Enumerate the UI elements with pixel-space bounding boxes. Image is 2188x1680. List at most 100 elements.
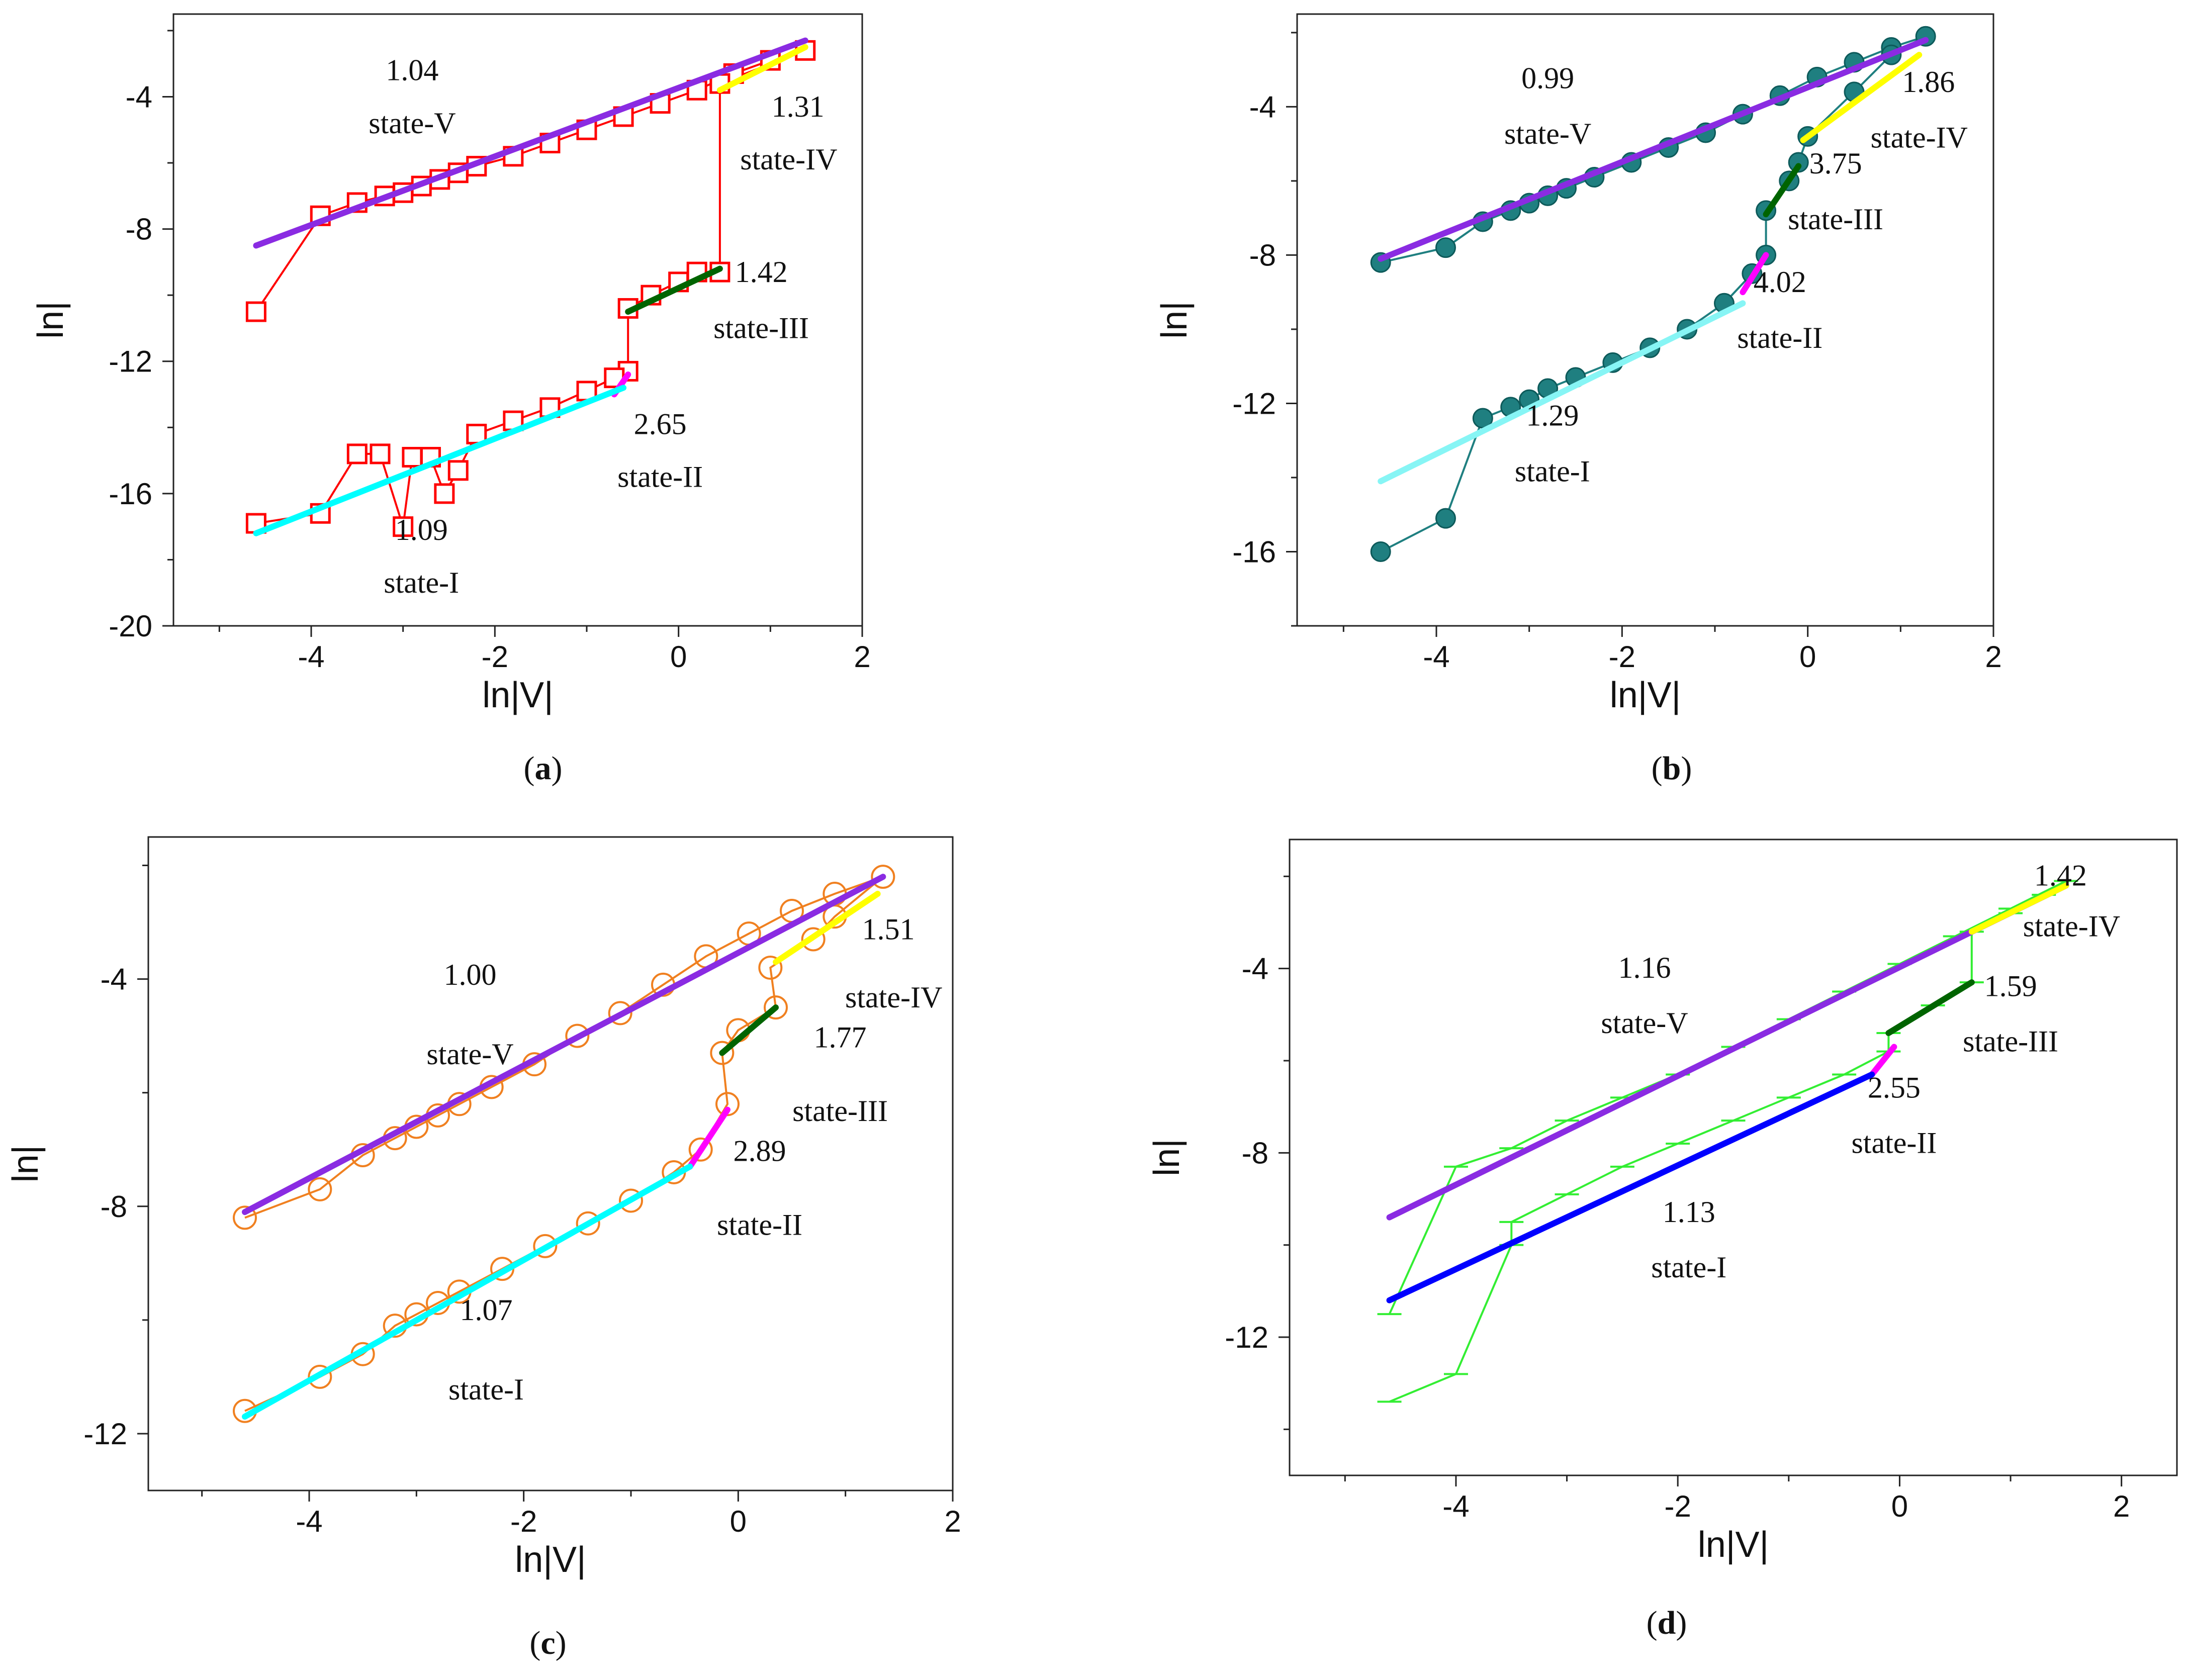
x-tick-label: 2 xyxy=(1985,640,2001,674)
slope-label: 1.07 xyxy=(460,1293,513,1327)
state-label: state-IV xyxy=(2023,910,2120,943)
data-point xyxy=(710,1041,735,1065)
x-tick-label: -4 xyxy=(298,640,324,674)
slope-label: 1.04 xyxy=(386,54,438,87)
state-label: state-III xyxy=(1963,1025,2058,1058)
state-label: state-IV xyxy=(845,981,942,1014)
fit-line xyxy=(1740,252,1769,296)
state-label: state-V xyxy=(426,1038,513,1071)
caption-letter: a xyxy=(535,750,552,787)
data-point xyxy=(758,956,783,980)
data-point xyxy=(871,865,895,889)
slope-label: 3.75 xyxy=(1809,147,1862,180)
panel-caption: (d) xyxy=(1647,1605,1687,1641)
y-axis-label: ln| xyxy=(6,1145,46,1183)
data-point xyxy=(533,1234,558,1258)
data-point xyxy=(1435,237,1456,258)
x-tick-label: -2 xyxy=(482,640,508,674)
chart-2: -4 -2 0 2 -4 -8 -12 ln|V| ln| 1.00 state-V 1.51 stat… xyxy=(6,836,961,1661)
fit-line xyxy=(1378,300,1746,485)
y-tick-label: -8 xyxy=(126,213,152,246)
panel-caption: (b) xyxy=(1652,750,1692,787)
data-point xyxy=(370,443,391,464)
x-tick-label: -2 xyxy=(1665,1489,1691,1523)
slope-label: 1.09 xyxy=(395,513,448,546)
slope-label: 2.89 xyxy=(734,1134,786,1167)
slope-label: 1.29 xyxy=(1526,399,1579,432)
plot-frame xyxy=(1289,838,2178,1476)
state-label: state-II xyxy=(617,460,703,494)
fit-line xyxy=(1763,163,1802,218)
slope-label: 1.16 xyxy=(1618,951,1671,984)
data-point xyxy=(447,460,469,481)
fit-line xyxy=(1800,52,1923,143)
y-tick-label: -4 xyxy=(1249,90,1276,124)
data-point xyxy=(764,995,788,1020)
panel-caption: (a) xyxy=(524,750,563,787)
data-point xyxy=(308,1364,332,1389)
y-tick-label: -12 xyxy=(1232,387,1276,420)
slope-label: 1.86 xyxy=(1902,65,1955,99)
state-label: state-I xyxy=(384,566,459,599)
caption-close-paren: ) xyxy=(556,1625,567,1661)
x-tick-label: 2 xyxy=(854,640,870,674)
y-axis-label: ln| xyxy=(31,301,71,339)
y-axis-label: ln| xyxy=(1147,1139,1187,1176)
x-tick-label: 0 xyxy=(670,640,687,674)
fit-line xyxy=(253,385,627,536)
y-tick-label: -8 xyxy=(1249,238,1276,272)
fit-line xyxy=(1378,37,1929,262)
slope-label: 0.99 xyxy=(1521,62,1574,95)
x-tick-label: 2 xyxy=(944,1505,961,1538)
plot-frame xyxy=(147,836,954,1491)
x-tick-label: -2 xyxy=(510,1505,537,1538)
x-tick-label: 0 xyxy=(1891,1489,1908,1523)
y-tick-label: -8 xyxy=(1242,1136,1268,1170)
state-label: state-I xyxy=(1515,454,1590,488)
state-label: state-II xyxy=(1851,1126,1937,1159)
panel-caption: (c) xyxy=(529,1625,566,1661)
y-tick-label: -20 xyxy=(109,609,152,643)
y-tick-label: -16 xyxy=(109,477,152,511)
state-label: state-V xyxy=(1504,117,1591,150)
y-axis-label: ln| xyxy=(1154,301,1195,339)
fit-line xyxy=(1968,882,2069,935)
y-tick-label: -4 xyxy=(126,80,152,114)
data-point xyxy=(245,301,266,322)
caption-open-paren: ( xyxy=(529,1625,540,1661)
data-point xyxy=(233,1205,257,1230)
plot-frame xyxy=(1296,13,1994,627)
fit-line xyxy=(716,44,808,94)
state-label: state-I xyxy=(448,1373,524,1406)
x-tick-label: -4 xyxy=(1423,640,1449,674)
fit-line xyxy=(1885,979,1975,1036)
fit-line xyxy=(1386,882,2069,1221)
fit-line xyxy=(253,37,808,249)
slope-label: 1.77 xyxy=(814,1020,867,1054)
data-point xyxy=(1435,508,1456,529)
caption-close-paren: ) xyxy=(1681,750,1692,787)
x-tick-label: -4 xyxy=(1442,1489,1469,1523)
x-axis-label: ln|V| xyxy=(482,675,553,715)
caption-close-paren: ) xyxy=(1676,1605,1687,1641)
x-axis-label: ln|V| xyxy=(1698,1525,1769,1565)
fit-line xyxy=(625,265,723,315)
y-tick-label: -4 xyxy=(1242,952,1268,986)
fit-line xyxy=(773,891,881,965)
caption-letter: d xyxy=(1658,1605,1676,1641)
x-axis-label: ln|V| xyxy=(1610,675,1681,715)
caption-open-paren: ( xyxy=(1647,1605,1658,1641)
x-tick-label: -2 xyxy=(1609,640,1635,674)
data-point xyxy=(393,516,414,537)
plot-frame xyxy=(172,13,863,627)
chart-3: -4 -2 0 2 -4 -8 -12 ln|V| ln| 1.16 state-V 1.42 stat… xyxy=(1147,838,2178,1641)
data-point xyxy=(619,1188,643,1213)
fit-line xyxy=(1869,1044,1897,1078)
state-label: state-IV xyxy=(1871,121,1968,154)
slope-label: 1.31 xyxy=(772,90,825,123)
slope-label: 1.13 xyxy=(1663,1195,1715,1229)
data-point xyxy=(801,927,826,952)
y-tick-label: -8 xyxy=(101,1190,127,1224)
